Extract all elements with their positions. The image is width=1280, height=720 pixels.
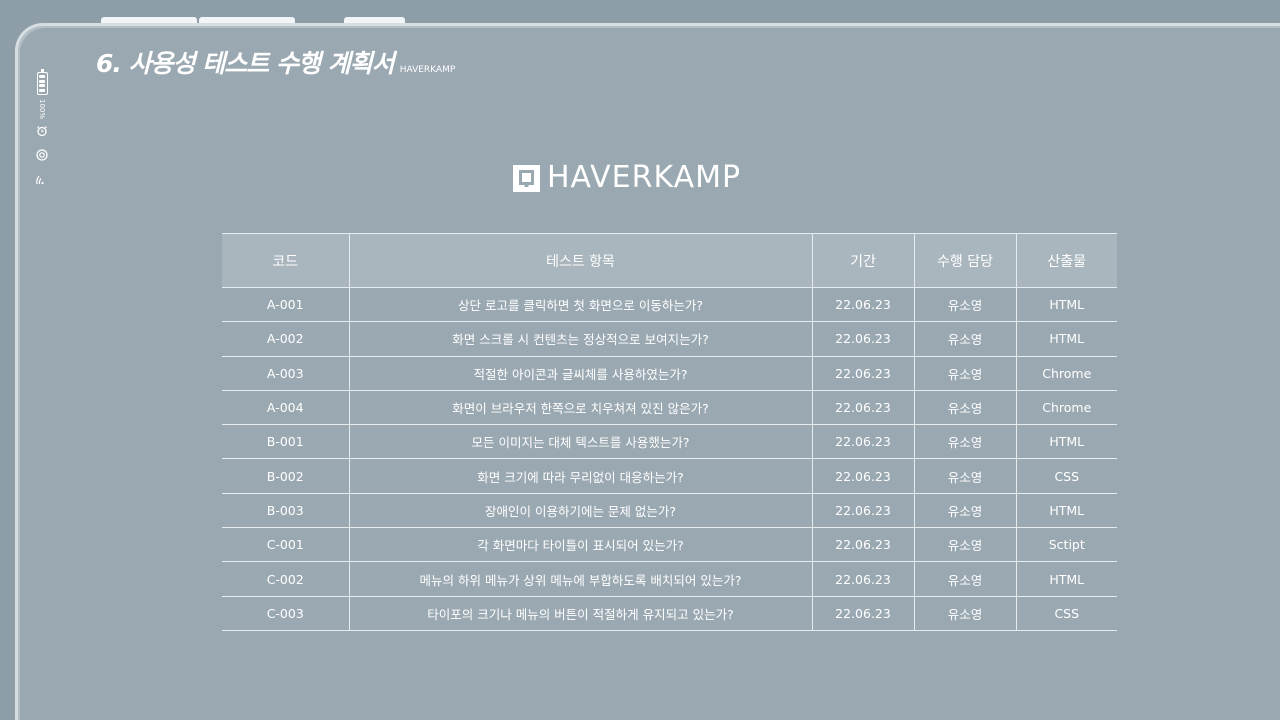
column-header-output: 산출물 [1015,233,1117,288]
alarm-icon [37,126,47,137]
cell-test-item: 상단 로고를 클릭하면 첫 화면으로 이동하는가? [348,286,813,323]
table-row: A-001 상단 로고를 클릭하면 첫 화면으로 이동하는가? 22.06.23 유소… [222,286,1117,323]
cell-output: CSS [1015,458,1117,494]
cell-assignee: 유소영 [913,321,1017,357]
cell-assignee: 유소영 [913,424,1017,460]
cell-output: Chrome [1015,389,1117,426]
cell-period: 22.06.23 [811,355,915,391]
cell-period: 22.06.23 [811,321,915,357]
cell-period: 22.06.23 [811,389,915,426]
table-row: B-003 장애인이 이용하기에는 문제 없는가? 22.06.23 유소영 HTML [222,492,1117,529]
cell-test-item: 모든 이미지는 대체 텍스트를 사용했는가? [348,424,813,460]
logo-mark-icon [513,164,540,192]
column-header-test-item: 테스트 항목 [348,233,813,288]
table-row: A-004 화면이 브라우저 한쪽으로 치우쳐져 있진 않은가? 22.06.23 유… [222,389,1117,426]
table-row: C-003 타이포의 크기나 메뉴의 버튼이 적절하게 유지되고 있는가? 22.0… [222,595,1117,631]
cell-test-item: 화면 스크롤 시 컨텐츠는 정상적으로 보여지는가? [348,321,813,357]
cell-output: HTML [1015,561,1117,597]
cell-test-item: 장애인이 이용하기에는 문제 없는가? [348,492,813,529]
table-body: A-001 상단 로고를 클릭하면 첫 화면으로 이동하는가? 22.06.23 유소… [222,286,1117,631]
cell-period: 22.06.23 [811,527,915,563]
column-header-period: 기간 [811,233,915,288]
table-header-row: 코드 테스트 항목 기간 수행 담당 산출물 [222,233,1117,288]
cell-assignee: 유소영 [913,286,1017,323]
table-row: C-002 메뉴의 하위 메뉴가 상위 메뉴에 부합하도록 배치되어 있는가? 22… [222,561,1117,597]
logo-text: HAVERKAMP [547,160,742,195]
cell-test-item: 각 화면마다 타이틀이 표시되어 있는가? [348,527,813,563]
logo: HAVERKAMP [513,163,741,193]
title-block: 6. 사용성 테스트 수행 계획서 HAVERKAMP [96,44,455,80]
top-tab[interactable] [199,17,295,27]
cell-period: 22.06.23 [811,458,915,494]
cell-output: Chrome [1015,355,1117,391]
column-header-assignee: 수행 담당 [913,233,1017,288]
table-row: B-001 모든 이미지는 대체 텍스트를 사용했는가? 22.06.23 유소영 HT… [222,424,1117,460]
battery-icon [36,69,48,95]
cell-period: 22.06.23 [811,595,915,631]
top-tabs [0,0,1280,27]
cell-output: HTML [1015,286,1117,323]
table-row: C-001 각 화면마다 타이틀이 표시되어 있는가? 22.06.23 유소영 Sct… [222,527,1117,563]
column-header-code: 코드 [222,233,350,288]
top-tab[interactable] [101,17,197,27]
cell-period: 22.06.23 [811,492,915,529]
cell-test-item: 화면이 브라우저 한쪽으로 치우쳐져 있진 않은가? [348,389,813,426]
cell-assignee: 유소영 [913,355,1017,391]
cell-output: HTML [1015,321,1117,357]
page-subtitle: HAVERKAMP [399,65,456,75]
cell-test-item: 화면 크기에 따라 무리없이 대응하는가? [348,458,813,494]
table-row: B-002 화면 크기에 따라 무리없이 대응하는가? 22.06.23 유소영 CSS [222,458,1117,494]
cell-output: HTML [1015,424,1117,460]
cell-period: 22.06.23 [811,424,915,460]
cell-code: C-003 [222,595,350,631]
top-tab[interactable] [344,17,405,27]
cell-period: 22.06.23 [811,561,915,597]
cell-period: 22.06.23 [811,286,915,323]
cell-test-item: 메뉴의 하위 메뉴가 상위 메뉴에 부합하도록 배치되어 있는가? [348,561,813,597]
cell-assignee: 유소영 [913,595,1017,631]
cell-code: B-002 [222,458,350,494]
cell-code: B-001 [222,424,350,460]
cell-output: HTML [1015,492,1117,529]
battery-label: 100% [38,99,46,120]
cell-code: C-002 [222,561,350,597]
status-bar: 100% [35,69,49,185]
wifi-icon [36,175,44,185]
target-icon [36,149,48,161]
cell-test-item: 적절한 아이콘과 글씨체를 사용하였는가? [348,355,813,391]
cell-output: Sctipt [1015,527,1117,563]
page-title: 6. 사용성 테스트 수행 계획서 [96,49,395,78]
cell-assignee: 유소영 [913,561,1017,597]
cell-code: A-003 [222,355,350,391]
table-row: A-003 적절한 아이콘과 글씨체를 사용하였는가? 22.06.23 유소영 Chr… [222,355,1117,391]
cell-output: CSS [1015,595,1117,631]
cell-assignee: 유소영 [913,492,1017,529]
cell-code: C-001 [222,527,350,563]
cell-code: A-002 [222,321,350,357]
cell-test-item: 타이포의 크기나 메뉴의 버튼이 적절하게 유지되고 있는가? [348,595,813,631]
cell-assignee: 유소영 [913,527,1017,563]
cell-code: A-004 [222,389,350,426]
cell-code: A-001 [222,286,350,323]
cell-code: B-003 [222,492,350,529]
cell-assignee: 유소영 [913,458,1017,494]
test-plan-table: 코드 테스트 항목 기간 수행 담당 산출물 A-001 상단 로고를 클릭하면 … [222,233,1117,631]
cell-assignee: 유소영 [913,389,1017,426]
table-row: A-002 화면 스크롤 시 컨텐츠는 정상적으로 보여지는가? 22.06.23 유… [222,321,1117,357]
